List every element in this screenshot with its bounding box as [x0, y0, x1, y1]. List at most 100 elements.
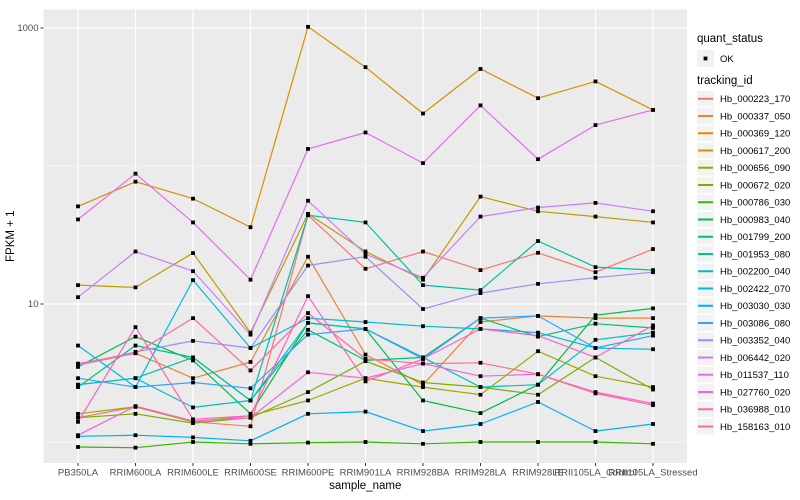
data-point: [593, 429, 598, 433]
x-tick-label: RRIM600LA: [110, 468, 162, 479]
data-point: [478, 385, 483, 389]
data-point: [363, 379, 368, 384]
data-point: [536, 440, 540, 444]
data-point: [478, 288, 483, 293]
data-point: [306, 254, 310, 259]
data-point: [363, 352, 368, 357]
legend-ok-point-icon: [703, 56, 708, 61]
legend-label-tracking-id: Hb_001799_200: [720, 232, 790, 243]
data-point: [76, 382, 80, 387]
data-point: [593, 265, 598, 270]
data-point: [478, 440, 483, 444]
x-tick-label: RRIM928LE: [512, 468, 564, 479]
data-point: [306, 24, 310, 29]
data-point: [191, 380, 195, 385]
legend-label-tracking-id: Hb_000369_120: [720, 129, 790, 140]
data-point: [421, 307, 425, 311]
data-point: [133, 171, 138, 176]
data-point: [651, 326, 655, 330]
data-point: [421, 161, 425, 165]
data-point: [248, 415, 253, 420]
data-point: [421, 441, 425, 446]
data-point: [421, 357, 425, 361]
data-point: [191, 220, 195, 225]
data-point: [76, 376, 80, 381]
data-point: [651, 422, 655, 426]
data-point: [191, 421, 195, 426]
data-point: [191, 417, 195, 422]
data-point: [363, 409, 368, 414]
data-point: [421, 111, 425, 116]
data-point: [76, 445, 80, 449]
data-point: [593, 391, 598, 396]
data-point: [306, 440, 310, 445]
data-point: [248, 360, 253, 364]
data-point: [478, 268, 483, 273]
data-point: [191, 358, 195, 363]
x-tick-label: RRIM928LA: [455, 468, 507, 479]
data-point: [593, 214, 598, 219]
data-point: [593, 275, 598, 280]
data-point: [363, 320, 368, 324]
data-point: [248, 386, 253, 391]
data-point: [76, 419, 80, 424]
data-point: [593, 440, 598, 444]
legend-label-tracking-id: Hb_000656_090: [720, 163, 790, 174]
data-point: [421, 324, 425, 329]
data-point: [248, 398, 253, 403]
data-point: [421, 398, 425, 403]
data-point: [133, 334, 138, 339]
data-point: [421, 382, 425, 387]
data-point: [651, 270, 655, 275]
data-point: [651, 247, 655, 251]
data-point: [478, 422, 483, 426]
data-point: [363, 130, 368, 135]
data-point: [651, 387, 655, 392]
data-point: [651, 385, 655, 389]
data-point: [421, 361, 425, 366]
legend-label-tracking-id: Hb_000786_030: [720, 198, 790, 209]
data-point: [306, 147, 310, 151]
x-tick-label: RRIM600PE: [282, 468, 335, 479]
data-point: [76, 415, 80, 420]
data-point: [248, 330, 253, 335]
data-point: [363, 440, 368, 444]
x-tick-label: RRIM928BA: [397, 468, 450, 479]
data-point: [478, 67, 483, 71]
data-point: [536, 400, 540, 404]
data-point: [248, 225, 253, 230]
data-point: [363, 220, 368, 225]
data-point: [133, 376, 138, 381]
data-point: [593, 346, 598, 350]
legend-label-tracking-id: Hb_003352_040: [720, 336, 790, 347]
data-point: [133, 325, 138, 330]
data-point: [133, 433, 138, 438]
data-point: [306, 327, 310, 332]
data-point: [248, 438, 253, 443]
data-point: [248, 413, 253, 418]
legend-label-tracking-id: Hb_027760_020: [720, 387, 790, 398]
data-point: [536, 157, 540, 162]
data-point: [478, 291, 483, 295]
data-point: [536, 209, 540, 214]
legend-label-tracking-id: Hb_011537_110: [720, 370, 789, 381]
data-point: [536, 372, 540, 377]
data-point: [191, 440, 195, 444]
data-point: [651, 333, 655, 338]
data-point: [536, 250, 540, 255]
legend-label-tracking-id: Hb_000337_050: [720, 111, 790, 122]
data-point: [536, 382, 540, 387]
data-point: [651, 347, 655, 352]
data-point: [76, 411, 80, 416]
data-point: [76, 385, 80, 389]
legend-label-tracking-id: Hb_000983_040: [720, 215, 790, 226]
data-point: [651, 441, 655, 446]
data-point: [133, 445, 138, 450]
data-point: [536, 96, 540, 101]
data-point: [421, 249, 425, 254]
data-point: [478, 392, 483, 397]
legend-label-tracking-id: Hb_158163_010: [720, 422, 790, 433]
data-point: [133, 285, 138, 290]
